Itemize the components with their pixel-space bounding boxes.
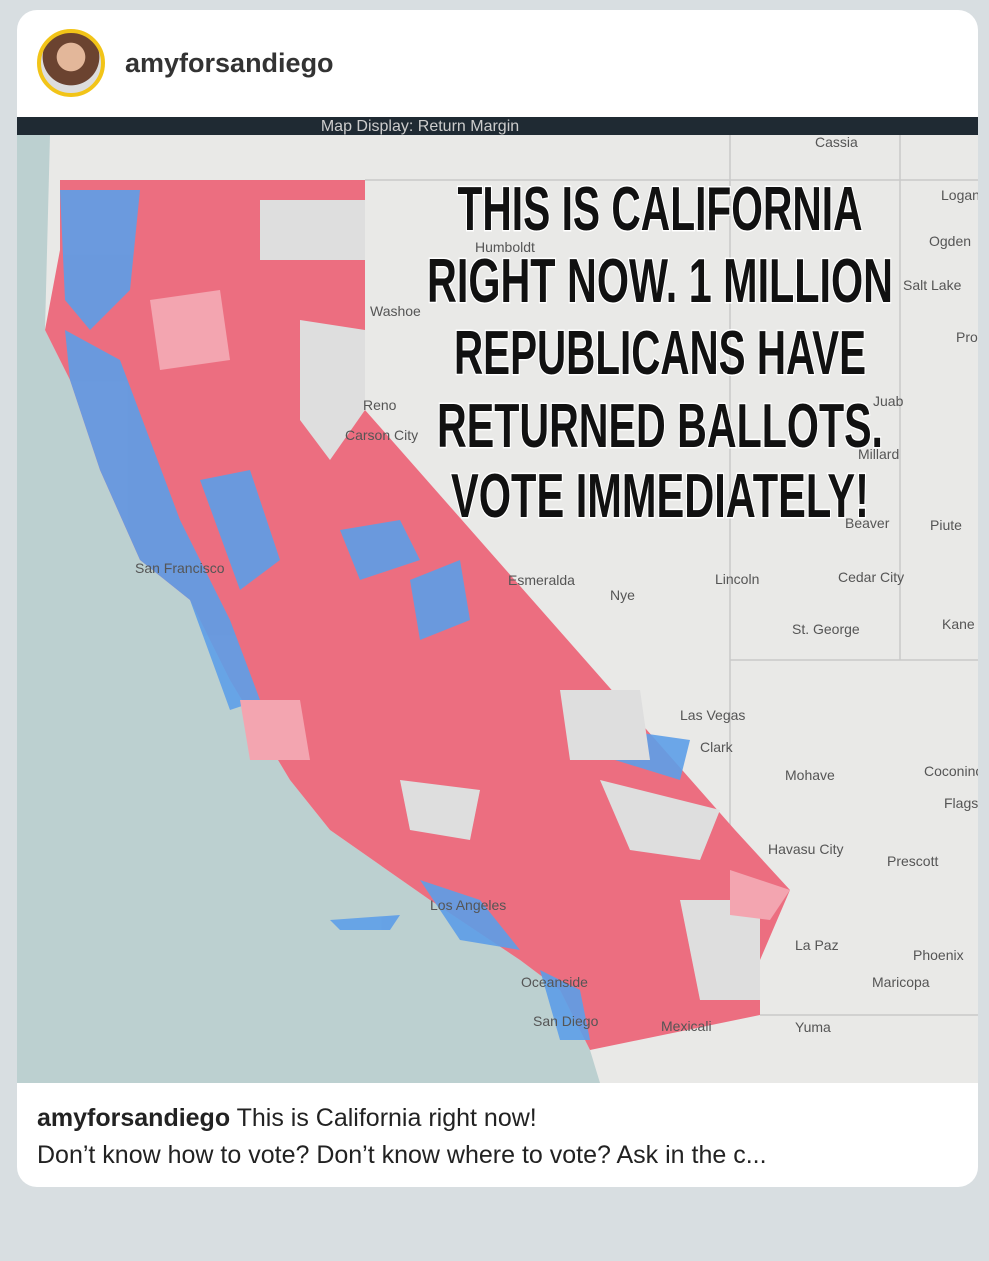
place-label: Lincoln — [715, 571, 759, 587]
place-label: San Francisco — [135, 560, 225, 576]
place-label: Salt Lake — [903, 277, 962, 293]
place-label: Havasu City — [768, 841, 843, 857]
place-label: Mexicali — [661, 1018, 712, 1034]
place-label: Oceanside — [521, 974, 588, 990]
avatar[interactable] — [37, 29, 105, 97]
place-label: Cassia — [815, 134, 858, 150]
place-label: Cedar City — [838, 569, 904, 585]
caption-more[interactable]: Don’t know how to vote? Don’t know where… — [37, 1141, 767, 1169]
caption-text: This is California right now! — [236, 1104, 537, 1132]
place-label: Clark — [700, 739, 734, 755]
place-label: Logan — [941, 187, 978, 203]
overlay-text-line: THIS IS CALIFORNIA — [458, 175, 863, 244]
place-label: Washoe — [370, 303, 421, 319]
place-label: Juab — [873, 393, 904, 409]
place-label: Carson City — [345, 427, 418, 443]
place-label: San Diego — [533, 1013, 599, 1029]
place-label: Prescott — [887, 853, 938, 869]
post-card: amyforsandiego — [17, 10, 978, 1187]
place-label: St. George — [792, 621, 860, 637]
place-label: Coconino — [924, 763, 978, 779]
username[interactable]: amyforsandiego — [125, 48, 334, 78]
caption: amyforsandiego This is California right … — [37, 1100, 767, 1174]
map-display-label: Map Display: Return Margin — [321, 118, 519, 135]
overlay-text-line: RIGHT NOW. 1 MILLION — [427, 247, 893, 316]
place-label: Humboldt — [475, 239, 535, 255]
place-label: Yuma — [795, 1019, 831, 1035]
place-label: Reno — [363, 397, 397, 413]
overlay-text-line: VOTE IMMEDIATELY! — [451, 462, 869, 531]
overlay-text-line: RETURNED BALLOTS. — [437, 392, 883, 461]
place-label: Esmeralda — [508, 572, 575, 588]
place-label: Flags — [944, 795, 978, 811]
place-label: Kane — [942, 616, 975, 632]
place-label: Piute — [930, 517, 962, 533]
place-label: Los Angeles — [430, 897, 506, 913]
caption-username[interactable]: amyforsandiego — [37, 1104, 231, 1132]
place-label: La Paz — [795, 937, 839, 953]
place-label: Mohave — [785, 767, 835, 783]
place-label: Pro — [956, 329, 978, 345]
place-label: Millard — [858, 446, 899, 462]
place-label: Maricopa — [872, 974, 930, 990]
place-label: Ogden — [929, 233, 971, 249]
map-image: Map Display: Return Margin THIS IS CALIF… — [17, 117, 978, 1083]
place-label: Nye — [610, 587, 635, 603]
place-label: Las Vegas — [680, 707, 745, 723]
place-label: Beaver — [845, 515, 890, 531]
overlay-text-line: REPUBLICANS HAVE — [454, 319, 866, 388]
place-label: Phoenix — [913, 947, 964, 963]
